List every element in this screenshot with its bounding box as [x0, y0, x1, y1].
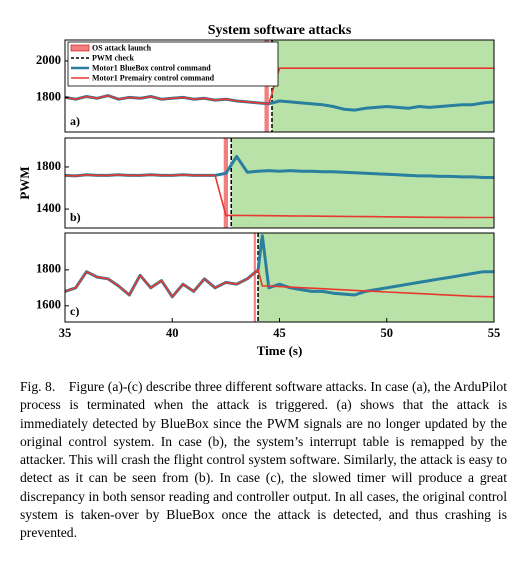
y-tick-label: 1400: [36, 201, 61, 215]
y-tick-label: 1600: [36, 298, 61, 312]
x-tick-label: 40: [166, 326, 179, 340]
y-tick-label: 1800: [36, 89, 61, 103]
x-tick-label: 55: [488, 326, 501, 340]
legend-label: PWM check: [92, 53, 135, 62]
legend-box: [67, 41, 279, 87]
plot-area: [65, 233, 494, 322]
panel-label: b): [70, 210, 81, 224]
detected-region: [271, 40, 494, 132]
x-tick-label: 35: [59, 326, 72, 340]
attack-band: [223, 138, 229, 228]
legend-label: Motor1 Premairy control command: [92, 73, 215, 82]
panel-label: c): [70, 304, 79, 318]
y-tick-label: 1800: [36, 262, 61, 276]
x-axis-label: Time (s): [257, 343, 303, 358]
panel-label: a): [70, 114, 80, 128]
series-line: [65, 269, 494, 298]
detected-region: [231, 138, 494, 228]
series-line: [65, 174, 494, 219]
detected-region: [258, 233, 494, 322]
plot-frame: [64, 39, 495, 133]
y-tick-label: 2000: [36, 53, 61, 67]
x-tick-label: 45: [273, 326, 286, 340]
legend-label: Motor1 BlueBox control command: [92, 63, 211, 72]
figure: 1800 2000 a) System software attacks OS atta…: [17, 23, 501, 358]
plot-area: [65, 138, 494, 228]
attack-band: [253, 233, 256, 322]
series-line: [65, 67, 494, 105]
y-axis-label: PWM: [17, 166, 32, 199]
legend-swatch: [70, 44, 90, 52]
y-tick-label: 1800: [36, 159, 61, 173]
x-tick-label: 50: [381, 326, 394, 340]
legend-label: OS attack launch: [92, 43, 152, 52]
plot-frame: [64, 137, 495, 229]
plot-area: [65, 40, 494, 132]
caption: Fig. 8. Figure (a)-(c) describe three di…: [20, 379, 507, 541]
chart-title: System software attacks: [208, 23, 352, 38]
